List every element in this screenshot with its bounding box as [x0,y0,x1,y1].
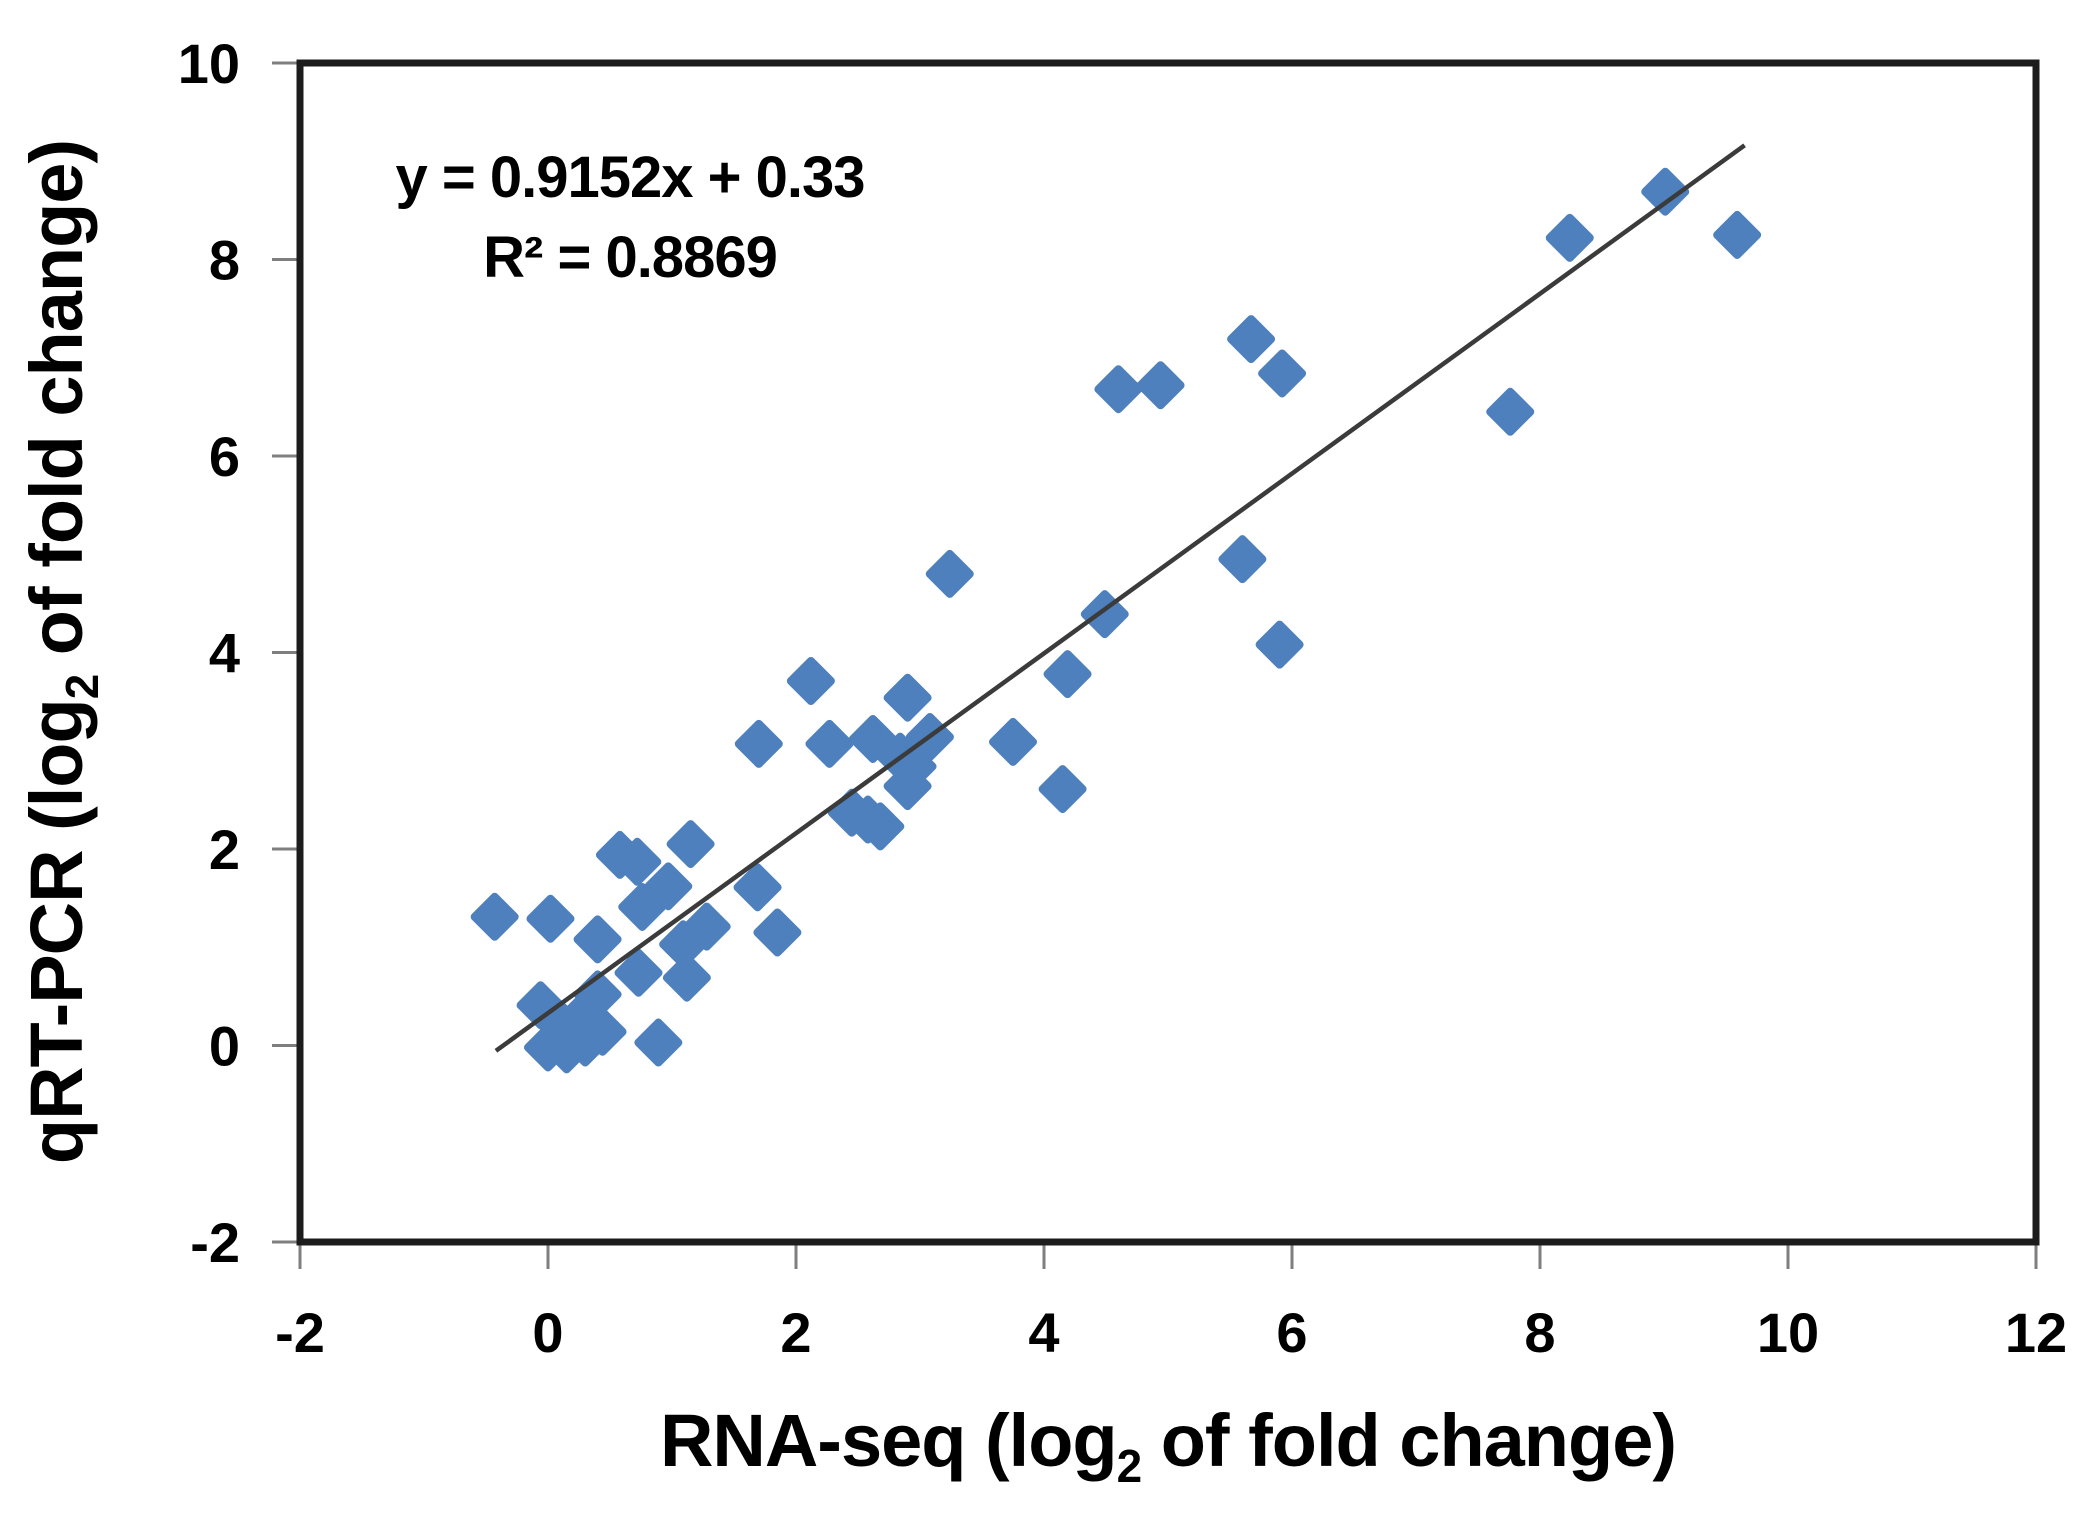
data-point-diamond [618,882,667,931]
trendline-equation: y = 0.9152x + 0.33 [395,145,866,210]
data-point-diamond [1713,210,1762,259]
data-point-diamond [734,719,783,768]
data-point-diamond [786,656,835,705]
data-point-diamond [1255,620,1304,669]
plot-border [296,59,2040,1246]
data-point-diamond [1043,650,1092,699]
x-tick-label: 2 [780,1301,811,1364]
data-point-diamond [613,837,662,886]
data-point-diamond [1136,361,1185,410]
data-point-diamond [634,1018,683,1067]
y-tick-label: 6 [209,425,240,488]
x-axis-title-prefix: RNA-seq (log [659,1399,1118,1482]
data-point-diamond [1258,349,1307,398]
data-point-diamond [989,717,1037,766]
x-tick-label: 10 [1757,1301,1819,1364]
x-tick-label: 0 [532,1301,563,1364]
data-point-diamond [573,915,622,964]
data-point-diamond [733,863,782,912]
y-axis-title-subscript: 2 [55,674,108,700]
data-point-diamond [526,894,575,943]
y-axis-title-suffix: of fold change) [15,139,98,675]
x-tick-label: 4 [1028,1301,1059,1364]
data-point-diamond [1545,213,1594,262]
data-point-diamond [614,948,663,997]
r-squared-value: R² = 0.8869 [483,225,778,290]
x-tick-label: 8 [1524,1301,1555,1364]
y-axis-title-prefix: qRT-PCR (log [15,699,98,1165]
x-tick-label: -2 [275,1301,325,1364]
y-tick-label: 4 [209,622,240,685]
trendline [494,143,1746,1053]
y-tick-label: -2 [190,1211,240,1274]
trendline-annotation: y = 0.9152x + 0.33 R² = 0.8869 [330,138,930,298]
data-point-diamond [578,1007,627,1056]
data-point-diamond [1094,365,1143,414]
data-point-diamond [470,892,519,941]
data-point-diamond [1641,167,1690,216]
data-point-diamond [1038,765,1087,814]
data-point-diamond [753,908,802,957]
data-point-diamond [666,820,715,869]
data-point-diamond [1227,315,1276,364]
x-axis-title: RNA-seq (log2 of fold change) [300,1398,2036,1489]
data-point-diamond [883,762,932,811]
x-axis-title-suffix: of fold change) [1141,1399,1677,1482]
data-point-diamond [883,673,932,722]
data-point-diamond [805,719,854,768]
y-tick-label: 10 [178,32,240,95]
data-point-diamond [925,549,974,598]
data-point-diamond [856,802,905,851]
data-point-diamond [682,902,731,951]
x-tick-label: 6 [1276,1301,1307,1364]
x-tick-label: 12 [2005,1301,2067,1364]
y-tick-label: 8 [209,229,240,292]
data-point-diamond [1486,387,1535,436]
data-point-diamond [662,953,711,1002]
y-tick-label: 2 [209,818,240,881]
data-point-diamond [1218,535,1267,584]
x-axis-title-subscript: 2 [1116,1439,1142,1492]
data-point-diamond [644,862,693,911]
y-axis-title: qRT-PCR (log2 of fold change) [14,62,108,1242]
y-tick-label: 0 [209,1015,240,1078]
data-point-diamond [1080,590,1129,639]
